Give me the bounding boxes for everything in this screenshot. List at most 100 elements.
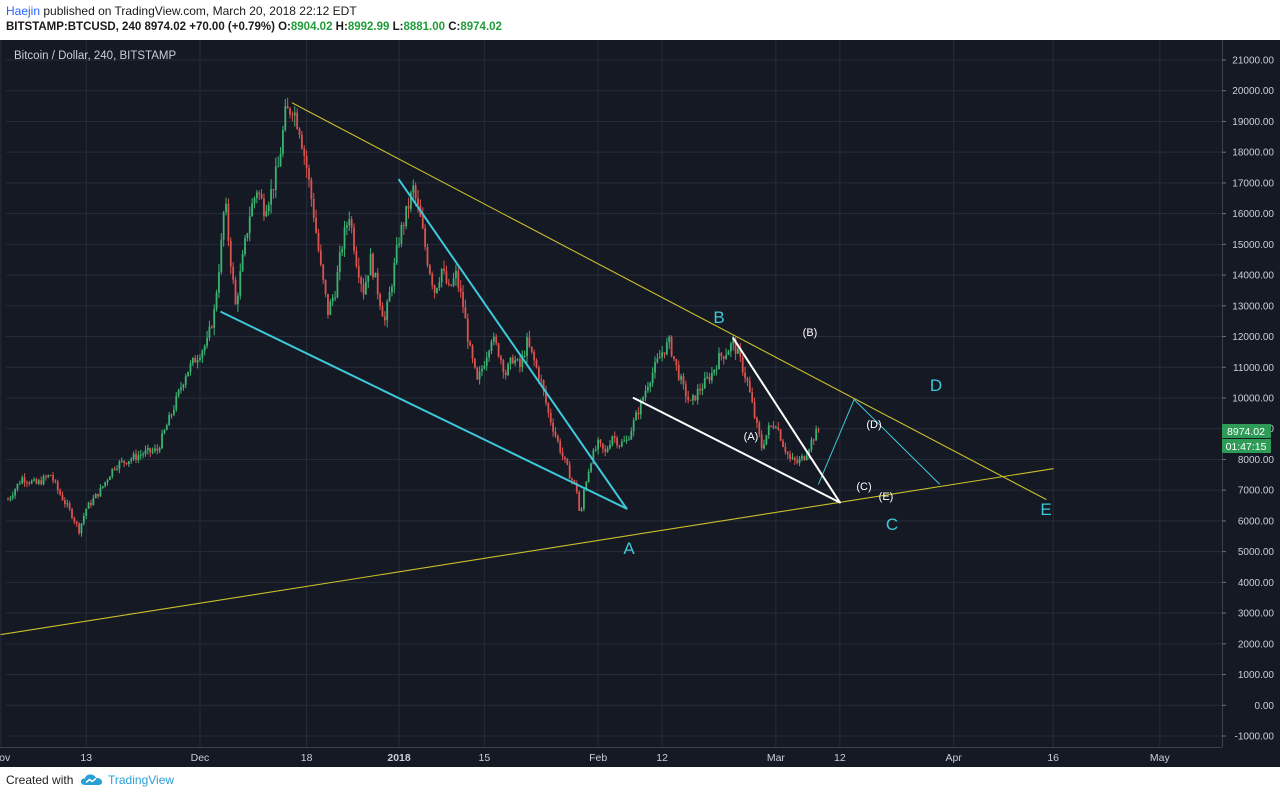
price-tick-label: 8000.00 [1238, 455, 1275, 466]
candle-body [658, 356, 661, 359]
price-badge-bg [1222, 424, 1271, 438]
candle-body [523, 355, 526, 357]
candle-body [343, 227, 346, 249]
candle-body [364, 281, 367, 295]
candle-body [789, 454, 791, 459]
price-tick-label: 1000.00 [1238, 670, 1275, 681]
candle-body [452, 278, 455, 286]
candle-body [90, 502, 92, 505]
candle-body [753, 402, 756, 418]
candle-body [236, 295, 239, 305]
price-axis[interactable]: 21000.00 20000.00 19000.00 18000.00 17000.00… [1222, 40, 1280, 767]
price-tick-label: 16000.00 [1232, 209, 1274, 220]
wave-label: E [1040, 500, 1051, 519]
candle-body [609, 444, 611, 449]
candle-body [312, 198, 315, 218]
candle-body [748, 381, 751, 393]
tradingview-cloud-icon[interactable] [80, 770, 104, 790]
candle-body [391, 286, 393, 293]
price-tick-label: 19000.00 [1232, 117, 1274, 128]
candle-body [516, 359, 519, 361]
candle-body [40, 480, 43, 485]
wave-label: (E) [879, 491, 894, 503]
candle-body [194, 357, 197, 363]
candle-body [651, 372, 654, 384]
candle-body [710, 372, 713, 381]
price-tick-label: 7000.00 [1238, 486, 1275, 497]
candle-body [61, 494, 64, 501]
candle-body [604, 448, 607, 452]
candle-body [331, 297, 334, 302]
candle-body [760, 434, 763, 449]
candle-body [106, 480, 109, 483]
symbol: BITSTAMP:BTCUSD, 240 [6, 21, 142, 33]
publish-text: published on TradingView.com, March 20, … [40, 4, 357, 18]
candle-body [111, 468, 114, 477]
candle-body [116, 468, 118, 470]
candle-body [620, 441, 623, 447]
candle-body [623, 440, 626, 442]
candle-body [564, 456, 566, 459]
candle-body [298, 128, 301, 135]
candle-body [793, 457, 796, 461]
candle-body [284, 106, 287, 131]
candle-body [628, 439, 630, 441]
candle-body [625, 439, 628, 441]
price-badge: 8974.02 [1227, 426, 1265, 438]
high-value: 8992.99 [347, 21, 390, 33]
close-label: C: [448, 21, 461, 33]
candle-body [322, 264, 325, 280]
candle-body [154, 448, 156, 451]
candle-body [521, 355, 524, 368]
candle-body [258, 192, 261, 194]
time-tick-label: Nov [0, 752, 11, 764]
candle-body [772, 425, 775, 428]
candle-body [137, 455, 140, 460]
candle-body [329, 301, 332, 315]
candle-body [305, 155, 308, 169]
candle-body [376, 272, 379, 295]
price-tick-label: -1000.00 [1235, 732, 1275, 743]
price-tick-label: 13000.00 [1232, 301, 1274, 312]
candle-body [47, 475, 50, 478]
candle-body [244, 238, 246, 255]
candle-body [71, 508, 73, 518]
candle-body [803, 456, 806, 461]
time-tick-label: 2018 [387, 752, 411, 764]
candle-body [656, 358, 659, 363]
time-axis[interactable]: Nov 13 Dec 18 2018 15 Feb 12 Mar 12 Apr 16 May [0, 747, 1280, 767]
candle-body [777, 427, 780, 430]
candle-body [561, 452, 564, 457]
trendline [0, 468, 1054, 636]
candle-body [99, 487, 102, 497]
candle-body [293, 112, 296, 116]
time-tick-label: Apr [945, 752, 962, 764]
price-tick-label: 17000.00 [1232, 178, 1274, 189]
candle-body [765, 435, 768, 445]
candle-body [815, 429, 818, 441]
candle-body [530, 346, 533, 352]
candle-body [725, 355, 728, 359]
candle-body [317, 232, 320, 251]
candle-body [175, 395, 178, 410]
chart-area[interactable]: A B C D E (A) (B) (C) (D) (E) 21000.00 20000.00 190… [0, 40, 1280, 767]
tradingview-link[interactable]: TradingView [108, 773, 175, 787]
candle-body [756, 417, 758, 423]
candle-body [571, 478, 573, 481]
candle-body [165, 425, 168, 431]
candle-body [218, 272, 220, 293]
chart-svg[interactable]: A B C D E (A) (B) (C) (D) (E) 21000.00 20000.00 190… [0, 40, 1280, 767]
candle-body [692, 395, 694, 401]
candle-body [746, 378, 749, 382]
time-tick-label: Dec [191, 752, 210, 764]
candle-body [715, 369, 718, 371]
candle-body [732, 338, 735, 344]
candle-body [369, 253, 372, 276]
author-link[interactable]: Haejin [6, 4, 41, 18]
candle-body [149, 447, 152, 453]
price-tick-label: 2000.00 [1238, 639, 1275, 650]
candle-body [526, 337, 528, 356]
candle-body [151, 450, 154, 453]
candle-body [464, 307, 467, 319]
candle-body [191, 357, 194, 364]
